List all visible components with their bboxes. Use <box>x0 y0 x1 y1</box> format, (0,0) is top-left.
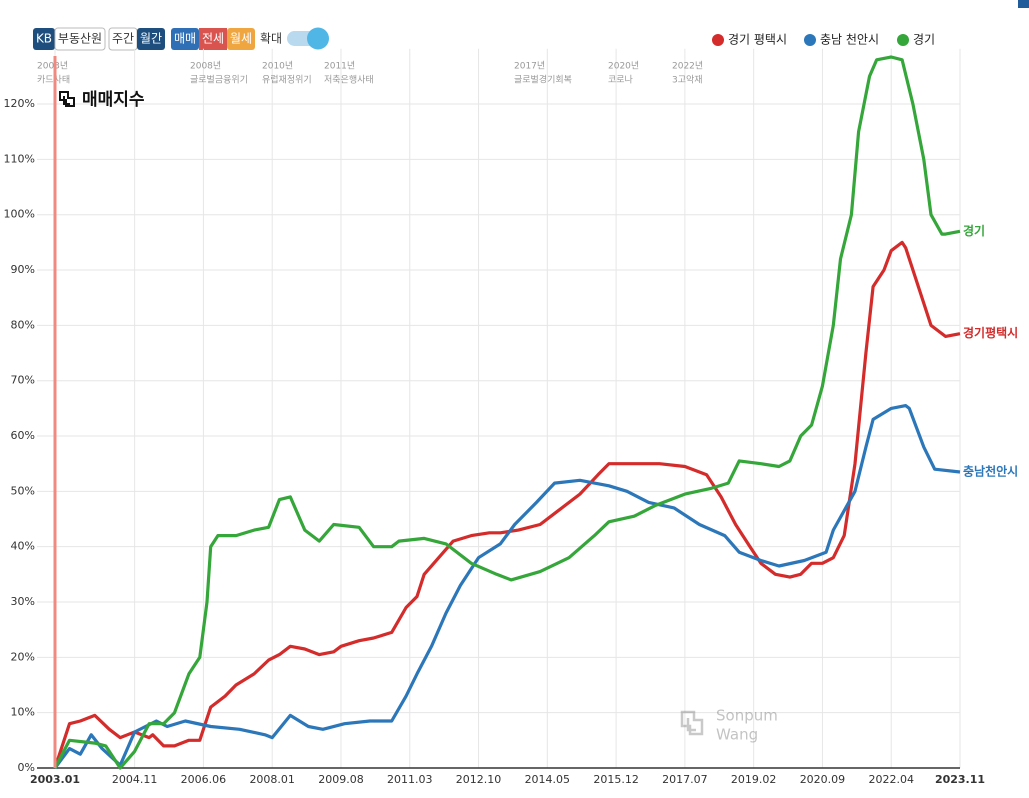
y-tick-label: 110% <box>4 152 35 165</box>
period-monthly[interactable] <box>137 28 165 50</box>
legend-label: 경기 <box>913 33 935 47</box>
x-tick-label: 2006.06 <box>181 773 227 786</box>
y-tick-label: 50% <box>11 484 35 497</box>
event-annotation: 2011년 <box>324 61 355 72</box>
x-tick-label: 2011.03 <box>387 773 433 786</box>
zoom-knob <box>307 27 329 50</box>
event-annotation: 3고악재 <box>672 74 703 86</box>
y-tick-label: 20% <box>11 650 35 663</box>
event-annotation: 저축은행사태 <box>324 74 374 86</box>
title-icon <box>59 91 75 107</box>
kind-jeonse-label: 전세 <box>202 32 224 46</box>
kind-rent-label: 월세 <box>230 32 252 46</box>
corner-badge <box>1018 0 1029 8</box>
x-tick-label: 2012.10 <box>456 773 502 786</box>
y-tick-label: 100% <box>4 208 35 221</box>
source-kb-label: KB <box>36 32 52 46</box>
event-annotation: 유럽재정위기 <box>262 75 312 86</box>
source-reb-label: 부동산원 <box>58 32 102 46</box>
watermark-text: Sonpum <box>716 707 778 725</box>
x-tick-label: 2009.08 <box>318 773 364 786</box>
watermark-icon <box>680 710 704 736</box>
x-tick-label: 2003.01 <box>30 773 80 786</box>
kind-sale-label: 매매 <box>174 32 196 46</box>
event-annotation: 글로벌경기회복 <box>514 74 572 86</box>
event-annotation: 코로나 <box>608 75 633 86</box>
legend-marker <box>897 34 909 46</box>
event-annotation: 2017년 <box>514 61 545 72</box>
event-annotation: 2003년 <box>37 61 68 72</box>
kind-jeonse[interactable] <box>199 28 227 50</box>
plot: 0% 10% 20% 30% 40% 50% 60% 70% 80% 90% 100% 110% 120… <box>4 48 1018 786</box>
y-tick-label: 90% <box>11 263 35 276</box>
x-tick-label: 2022.04 <box>868 773 914 786</box>
y-tick-label: 30% <box>11 595 35 608</box>
x-tick-label: 2014.05 <box>525 773 571 786</box>
series-line <box>53 55 961 770</box>
event-annotation: 2022년 <box>672 61 703 72</box>
period-monthly-label: 월간 <box>140 32 162 46</box>
x-tick-label: 2020.09 <box>800 773 846 786</box>
title-group: 매매지수 <box>59 90 145 110</box>
source-reb[interactable] <box>54 27 106 51</box>
y-tick-label: 0% <box>18 761 35 774</box>
y-tick-label: 60% <box>11 429 35 442</box>
event-annotation: 글로벌금융위기 <box>190 75 248 86</box>
zoom-label: 확대 <box>260 32 282 46</box>
controls: KB 부동산원 주간 월간 매매 전세 월세 확대 <box>33 27 329 51</box>
legend-marker <box>804 34 816 46</box>
series-line <box>53 240 961 769</box>
kind-rent[interactable] <box>227 28 255 50</box>
kind-sale[interactable] <box>171 28 199 50</box>
x-tick-label: 2004.11 <box>112 773 158 786</box>
period-weekly-label: 주간 <box>112 32 134 46</box>
series-line <box>53 404 961 769</box>
y-tick-label: 70% <box>11 374 35 387</box>
y-tick-label: 80% <box>11 318 35 331</box>
event-annotation: 2008년 <box>190 61 221 72</box>
end-label: 경기 <box>963 223 985 238</box>
x-tick-label: 2023.11 <box>935 773 985 786</box>
y-tick-label: 40% <box>11 540 35 553</box>
chart-title: 매매지수 <box>82 90 145 110</box>
x-tick-label: 2019.02 <box>731 773 777 786</box>
watermark: Sonpum Wang <box>680 707 778 744</box>
x-tick-label: 2008.01 <box>249 773 295 786</box>
end-label: 경기평택시 <box>963 325 1018 340</box>
source-kb[interactable] <box>33 28 55 50</box>
watermark-text: Wang <box>716 726 758 744</box>
y-tick-label: 10% <box>11 706 35 719</box>
x-tick-label: 2015.12 <box>593 773 639 786</box>
y-tick-label: 120% <box>4 97 35 110</box>
event-annotation: 2010년 <box>262 61 293 72</box>
end-label: 충남천안시 <box>963 463 1018 478</box>
legend-label: 경기 평택시 <box>728 33 787 47</box>
x-tick-label: 2017.07 <box>662 773 708 786</box>
legend-marker <box>712 34 724 46</box>
event-annotation: 2020년 <box>608 61 639 72</box>
legend-label: 충남 천안시 <box>820 32 879 47</box>
